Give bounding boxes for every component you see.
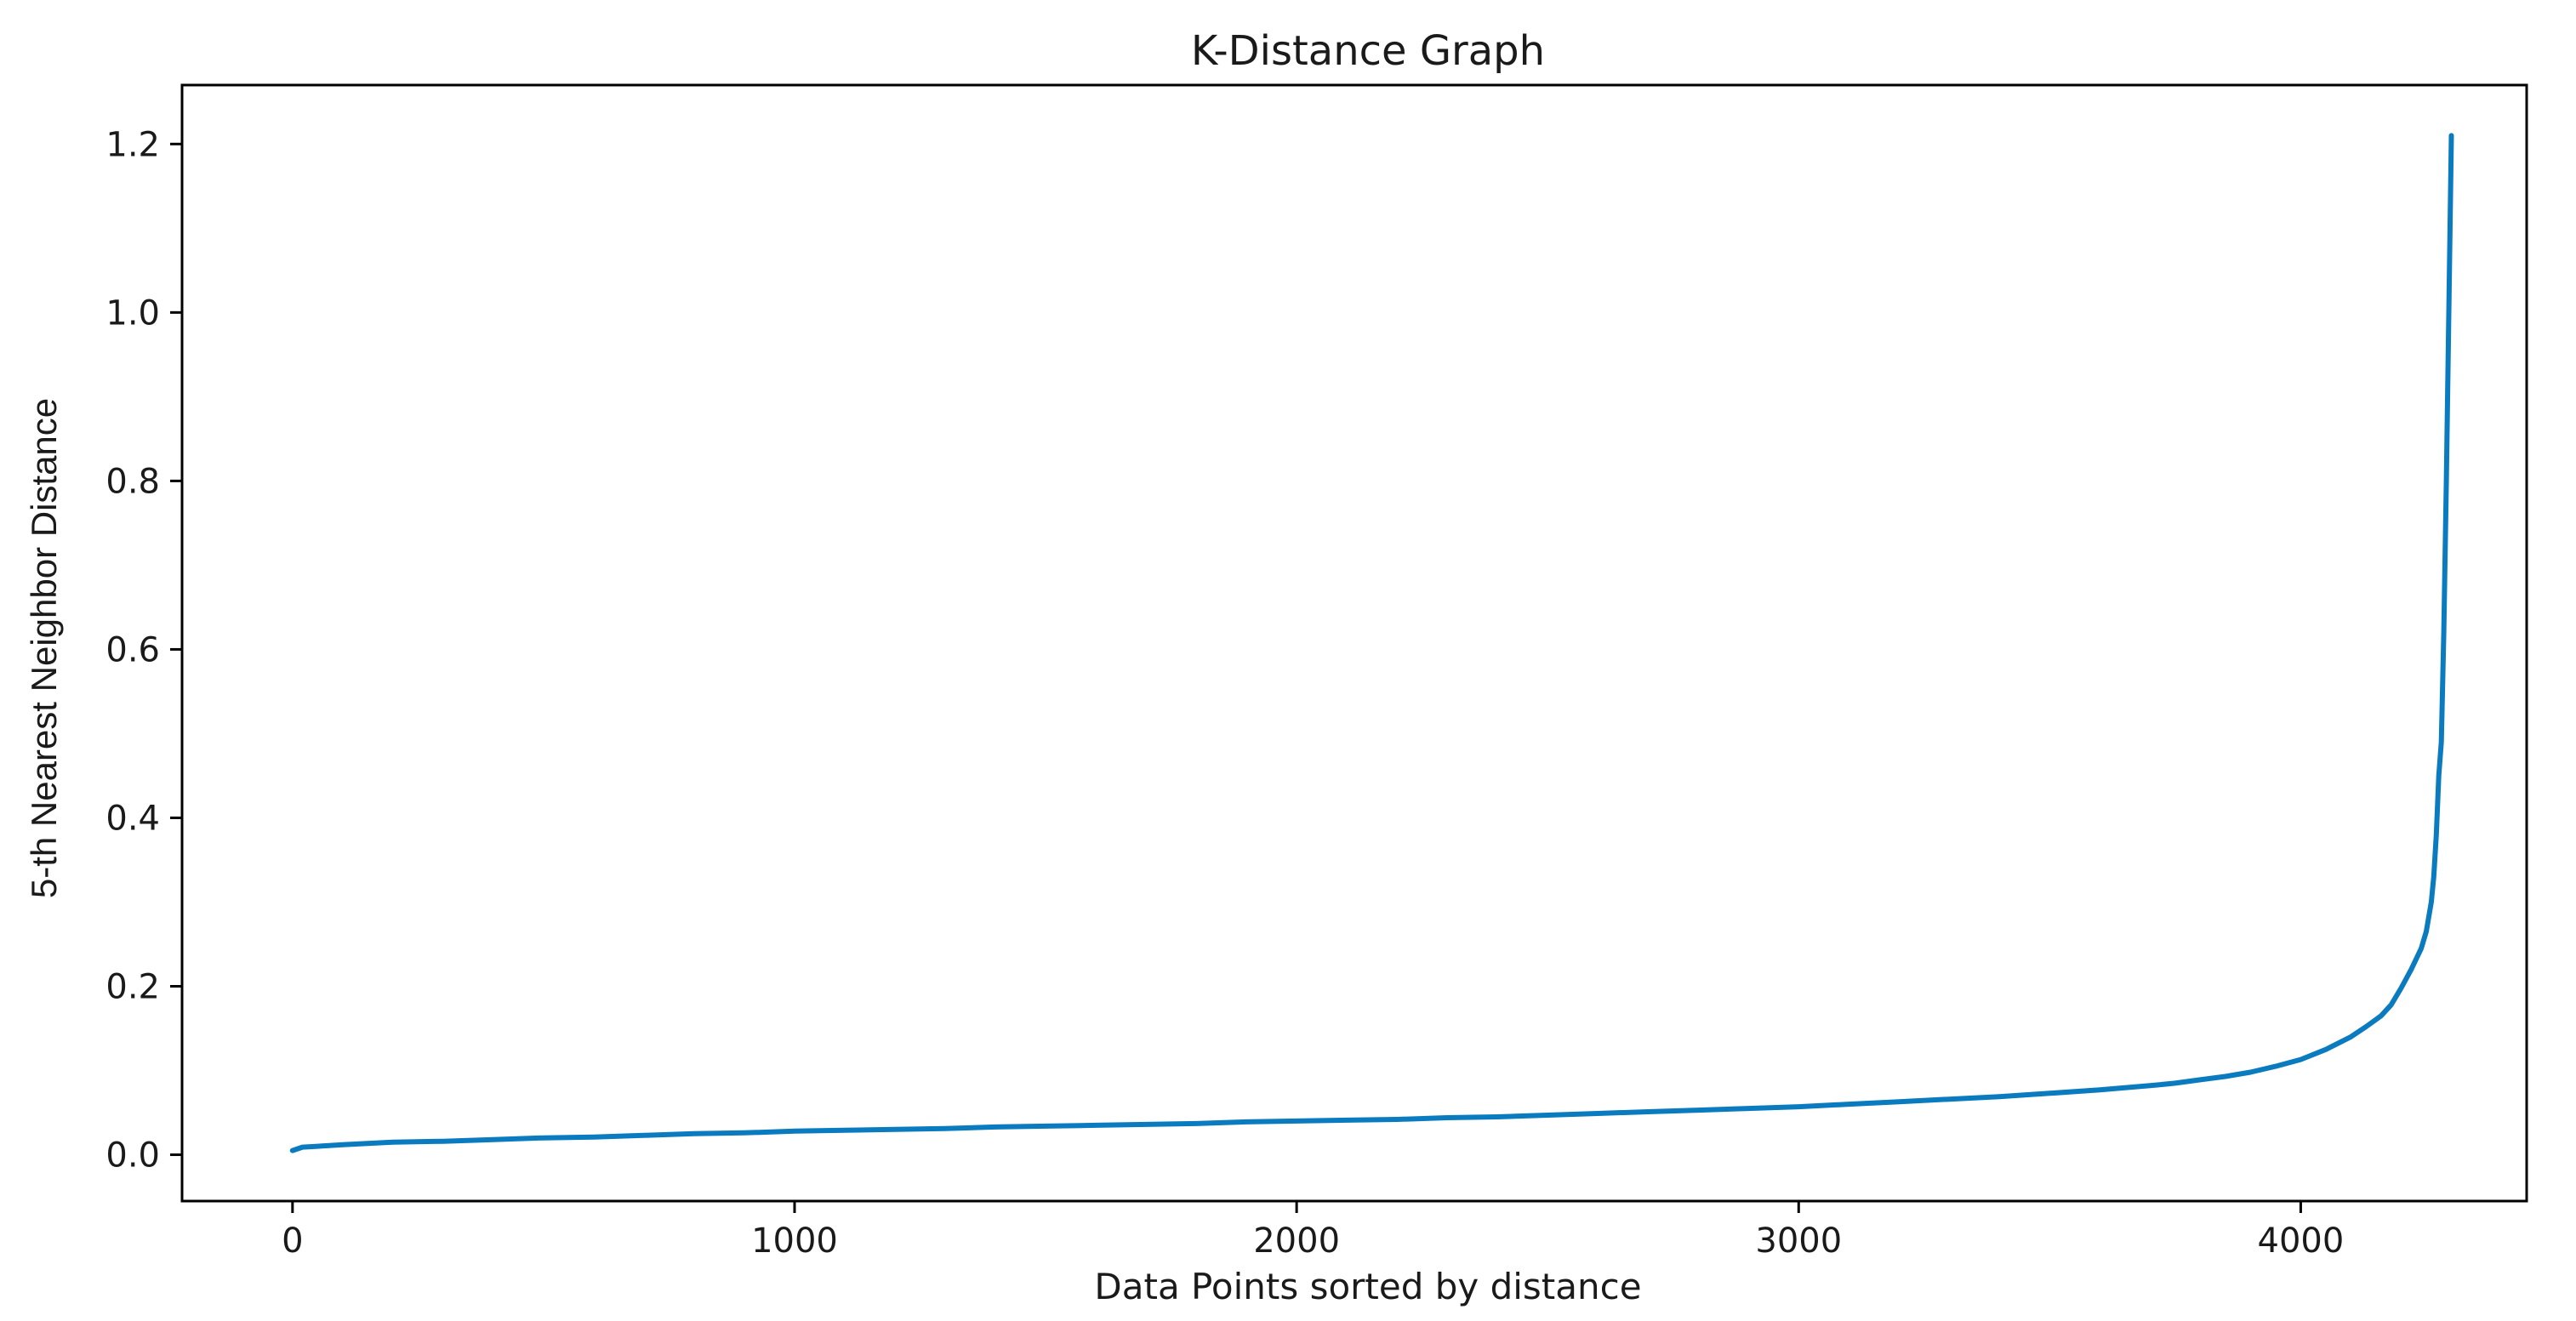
x-axis-label: Data Points sorted by distance — [1094, 1266, 1641, 1307]
x-axis-ticks: 0 1000 2000 3000 4000 — [282, 1201, 2344, 1261]
y-axis-ticks: 0.0 0.2 0.4 0.6 0.8 1.0 1.2 — [105, 125, 182, 1176]
x-tick-label: 0 — [282, 1221, 303, 1261]
plot-area-frame — [180, 83, 2528, 1203]
k-distance-line — [289, 133, 2454, 1153]
x-tick-label: 2000 — [1253, 1221, 1340, 1261]
x-tick-label: 4000 — [2258, 1221, 2345, 1261]
y-tick-label: 0.0 — [105, 1136, 160, 1176]
x-tick-label: 1000 — [751, 1221, 838, 1261]
y-tick-label: 0.8 — [105, 462, 160, 501]
y-tick-label: 0.4 — [105, 799, 160, 838]
x-tick-label: 3000 — [1755, 1221, 1842, 1261]
y-tick-label: 1.2 — [105, 125, 160, 164]
chart-title: K-Distance Graph — [1191, 27, 1545, 75]
y-tick-label: 1.0 — [105, 293, 160, 333]
y-tick-label: 0.2 — [105, 968, 160, 1007]
y-axis-label: 5-th Nearest Neighbor Distance — [24, 398, 64, 898]
y-tick-label: 0.6 — [105, 630, 160, 669]
